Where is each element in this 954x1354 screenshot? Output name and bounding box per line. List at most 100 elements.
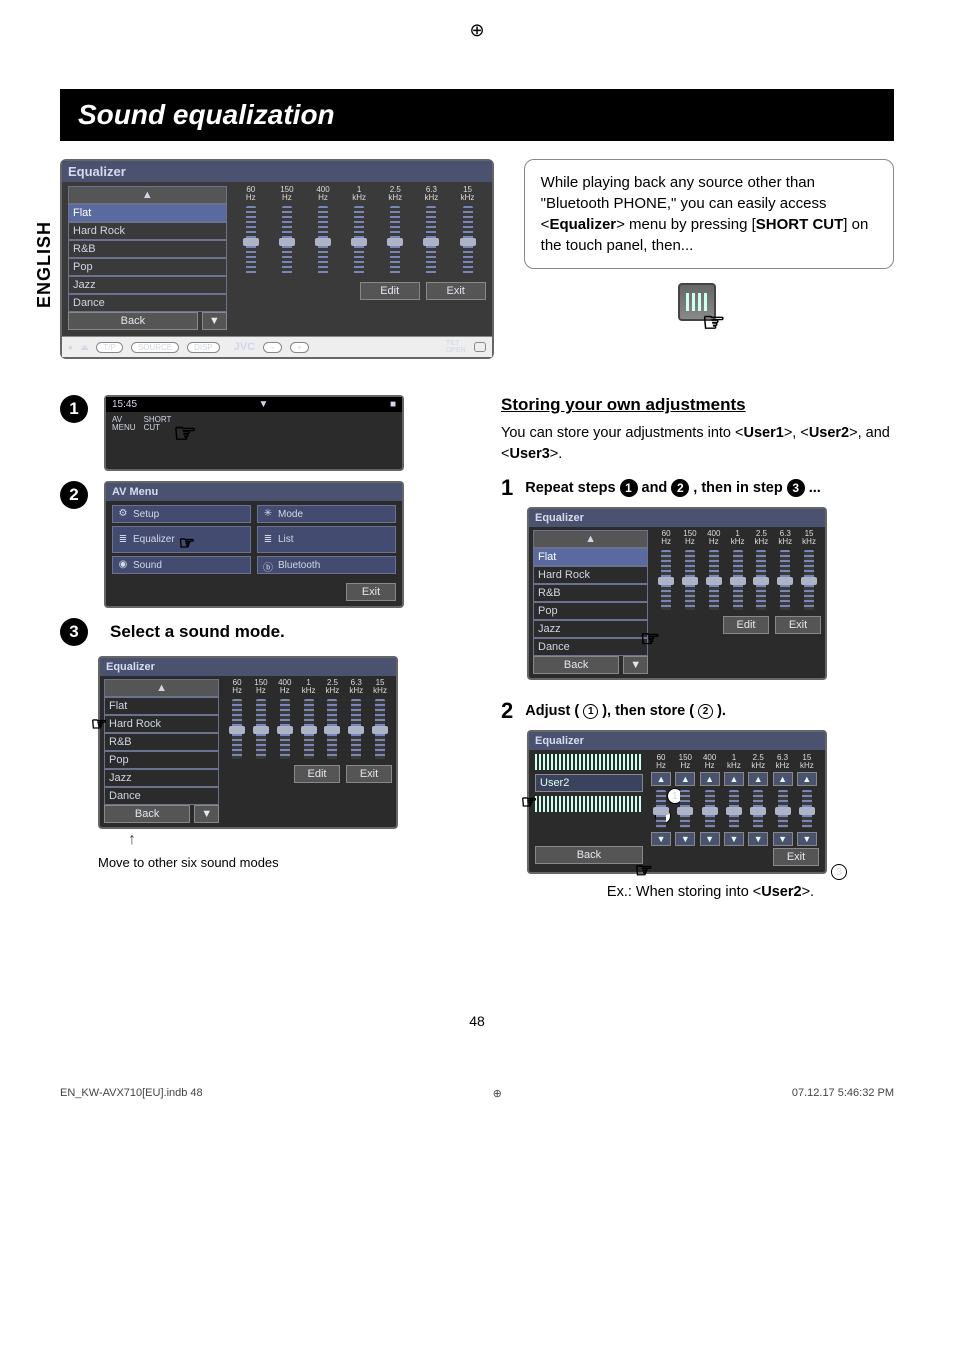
eq-slider[interactable] bbox=[685, 550, 695, 610]
dropdown-icon[interactable]: ▼ bbox=[259, 399, 269, 410]
eq-slider[interactable] bbox=[463, 206, 473, 276]
eq-slider[interactable] bbox=[256, 699, 266, 759]
user2-slot[interactable]: User2 bbox=[535, 774, 643, 792]
band-up-button[interactable]: ▲ bbox=[675, 772, 695, 786]
bluetooth-icon: ⓑ bbox=[262, 559, 274, 571]
preset-hardrock[interactable]: Hard Rock bbox=[68, 222, 227, 240]
exit-button[interactable]: Exit bbox=[426, 282, 486, 300]
minus-button[interactable]: − bbox=[263, 342, 282, 353]
eq-slider[interactable] bbox=[733, 550, 743, 610]
exit-button[interactable]: Exit bbox=[775, 616, 821, 634]
preset-pop[interactable]: Pop bbox=[104, 751, 219, 769]
storing-step1: 1 Repeat steps 1 and 2 , then in step 3 … bbox=[501, 475, 894, 501]
mode-icon: ✳ bbox=[262, 508, 274, 520]
eq-slider[interactable] bbox=[282, 206, 292, 276]
band-down-button[interactable]: ▼ bbox=[748, 832, 768, 846]
eq-slider[interactable] bbox=[327, 699, 337, 759]
eq-slider[interactable] bbox=[802, 790, 812, 828]
eq-slider[interactable] bbox=[709, 550, 719, 610]
source-button[interactable]: SOURCE bbox=[131, 342, 179, 353]
preset-hardrock[interactable]: Hard Rock bbox=[533, 566, 648, 584]
eq-slider[interactable] bbox=[246, 206, 256, 276]
band-down-button[interactable]: ▼ bbox=[700, 832, 720, 846]
preset-pop[interactable]: Pop bbox=[533, 602, 648, 620]
scroll-down-button[interactable]: ▼ bbox=[194, 805, 219, 823]
eq-slider[interactable] bbox=[680, 790, 690, 828]
exit-button[interactable]: Exit bbox=[346, 583, 396, 601]
edit-button[interactable]: Edit bbox=[294, 765, 340, 783]
band-up-button[interactable]: ▲ bbox=[748, 772, 768, 786]
eq-slider[interactable] bbox=[729, 790, 739, 828]
eq-slider[interactable] bbox=[756, 550, 766, 610]
scroll-up-button[interactable]: ▲ bbox=[104, 679, 219, 697]
eq-slider[interactable] bbox=[778, 790, 788, 828]
eq-slider[interactable] bbox=[661, 550, 671, 610]
band-up-button[interactable]: ▲ bbox=[700, 772, 720, 786]
scroll-down-button[interactable]: ▼ bbox=[202, 312, 227, 330]
band-down-button[interactable]: ▼ bbox=[651, 832, 671, 846]
preset-jazz[interactable]: Jazz bbox=[533, 620, 648, 638]
scroll-up-button[interactable]: ▲ bbox=[533, 530, 648, 548]
step-3-header: 3 Select a sound mode. bbox=[60, 618, 477, 646]
step1-screen: 15:45 ▼ ■ AV MENU SHORT CUT ☞ bbox=[104, 395, 404, 471]
eq-slider[interactable] bbox=[656, 790, 666, 828]
preset-dance[interactable]: Dance bbox=[533, 638, 648, 656]
eq-slider[interactable] bbox=[354, 206, 364, 276]
preset-flat[interactable]: Flat bbox=[68, 204, 227, 222]
eq-slider[interactable] bbox=[804, 550, 814, 610]
callout-3: 3 bbox=[831, 864, 847, 880]
eq-slider[interactable] bbox=[280, 699, 290, 759]
scroll-down-button[interactable]: ▼ bbox=[623, 656, 648, 674]
band-up-button[interactable]: ▲ bbox=[651, 772, 671, 786]
eq-slider[interactable] bbox=[375, 699, 385, 759]
eq-slider[interactable] bbox=[780, 550, 790, 610]
eq-slider[interactable] bbox=[304, 699, 314, 759]
band-down-button[interactable]: ▼ bbox=[724, 832, 744, 846]
av-menu-button[interactable]: AV MENU bbox=[112, 416, 136, 432]
stop-icon[interactable]: ■ bbox=[390, 399, 396, 410]
edit-button[interactable]: Edit bbox=[360, 282, 420, 300]
tp-button[interactable]: T/P bbox=[96, 342, 122, 353]
eq-slider[interactable] bbox=[232, 699, 242, 759]
scroll-up-button[interactable]: ▲ bbox=[68, 186, 227, 204]
preset-flat[interactable]: Flat bbox=[104, 697, 219, 715]
eq-slider[interactable] bbox=[753, 790, 763, 828]
menu-list[interactable]: ≣List bbox=[257, 526, 396, 553]
eq-slider[interactable] bbox=[390, 206, 400, 276]
plus-button[interactable]: + bbox=[290, 342, 309, 353]
band-up-button[interactable]: ▲ bbox=[773, 772, 793, 786]
preset-jazz[interactable]: Jazz bbox=[68, 276, 227, 294]
preset-pop[interactable]: Pop bbox=[68, 258, 227, 276]
preset-dance[interactable]: Dance bbox=[104, 787, 219, 805]
preset-rnb[interactable]: R&B bbox=[68, 240, 227, 258]
back-button[interactable]: Back bbox=[104, 805, 190, 823]
menu-sound[interactable]: ◉Sound bbox=[112, 556, 251, 574]
unit-button-bar: ●⏏ T/P SOURCE DISP JVC − + TILTOPEN bbox=[62, 336, 492, 357]
preset-jazz[interactable]: Jazz bbox=[104, 769, 219, 787]
preset-hardrock[interactable]: Hard Rock☞ bbox=[104, 715, 219, 733]
short-cut-button[interactable]: SHORT CUT bbox=[144, 416, 172, 432]
eq-slider[interactable] bbox=[318, 206, 328, 276]
preset-flat[interactable]: Flat bbox=[533, 548, 648, 566]
menu-setup[interactable]: ⚙Setup bbox=[112, 505, 251, 523]
back-button[interactable]: Back bbox=[68, 312, 198, 330]
eq-slider[interactable] bbox=[351, 699, 361, 759]
band-down-button[interactable]: ▼ bbox=[797, 832, 817, 846]
band-down-button[interactable]: ▼ bbox=[773, 832, 793, 846]
preset-dance[interactable]: Dance bbox=[68, 294, 227, 312]
menu-equalizer[interactable]: ≣Equalizer☞ bbox=[112, 526, 251, 553]
eq-slider[interactable] bbox=[426, 206, 436, 276]
band-up-button[interactable]: ▲ bbox=[724, 772, 744, 786]
menu-bluetooth[interactable]: ⓑBluetooth bbox=[257, 556, 396, 574]
preset-rnb[interactable]: R&B bbox=[104, 733, 219, 751]
back-button[interactable]: Back bbox=[535, 846, 643, 864]
exit-button[interactable]: Exit bbox=[346, 765, 392, 783]
menu-mode[interactable]: ✳Mode bbox=[257, 505, 396, 523]
band-down-button[interactable]: ▼ bbox=[675, 832, 695, 846]
back-button[interactable]: Back bbox=[533, 656, 619, 674]
hand-icon: ☞ bbox=[702, 307, 725, 338]
disp-button[interactable]: DISP bbox=[187, 342, 220, 353]
eq-slider[interactable] bbox=[705, 790, 715, 828]
band-up-button[interactable]: ▲ bbox=[797, 772, 817, 786]
preset-rnb[interactable]: R&B bbox=[533, 584, 648, 602]
